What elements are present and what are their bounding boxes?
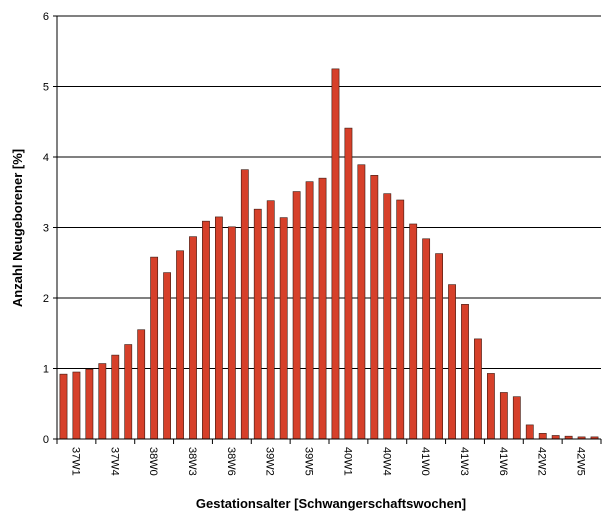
grid-lines [57,15,601,369]
x-tick-label: 42W2 [536,447,548,476]
bar-42W3 [551,435,560,440]
bar-39W6 [318,177,327,440]
bar-40W4 [383,193,392,440]
bar-41W5 [486,373,495,440]
bar-39W2 [266,200,275,440]
x-tick-label: 39W2 [264,447,276,476]
x-tick-label: 37W4 [108,447,120,476]
bar-40W2 [357,164,366,440]
x-tick-label: 38W0 [147,447,159,476]
y-tick-label: 6 [43,11,49,23]
bar-39W3 [279,217,288,440]
y-tick-label: 3 [43,223,49,235]
bar-37W2 [85,368,94,440]
bar-41W6 [499,392,508,440]
bar-41W4 [474,338,482,440]
bar-37W3 [98,363,107,440]
x-axis-title: Gestationsalter [Schwangerschaftswochen] [196,496,466,511]
bar-41W3 [461,304,469,440]
bar-38W3 [189,236,197,440]
bar-38W2 [176,250,184,440]
y-tick-label: 1 [43,364,49,376]
bar-38W4 [202,220,210,440]
y-tick-label: 2 [43,293,49,305]
bar-38W1 [163,272,171,440]
bar-40W5 [396,199,405,440]
bar-37W5 [124,344,133,440]
bar-40W3 [370,175,379,440]
bar-37W0 [59,373,68,440]
bar-38W0 [150,256,159,440]
x-tick-label: 41W6 [497,447,509,476]
x-tick-label: 40W4 [380,447,392,476]
bar-42W0 [512,396,521,440]
x-tick-label: 40W1 [341,447,353,476]
bar-38W6 [227,226,236,440]
x-tick-label: 42W5 [575,447,587,476]
bar-40W0 [331,68,340,440]
bar-39W5 [305,181,314,440]
y-axis-ticks: 0 1 2 3 4 5 6 [43,11,57,446]
bar-39W0 [240,169,249,440]
bar-37W1 [72,371,81,440]
bar-37W6 [137,329,146,440]
y-tick-label: 5 [43,82,49,94]
x-tick-label: 38W3 [186,447,198,476]
bar-42W1 [525,424,534,440]
bar-38W5 [215,216,223,440]
x-axis-ticks: 37W1 37W4 38W0 38W3 38W6 39W2 39W5 40W1 40W4 41W0… [56,439,602,476]
bar-42W2 [538,433,547,440]
y-tick-label: 4 [43,152,49,164]
y-axis-title: Anzahl Neugeborener [%] [10,149,25,307]
x-tick-label: 37W1 [69,447,81,476]
bar-40W6 [409,223,418,440]
x-tick-label: 41W3 [458,447,470,476]
x-tick-label: 38W6 [225,447,237,476]
bar-39W1 [253,208,262,440]
bar-41W0 [422,238,431,440]
bar-37W4 [111,354,120,440]
bar-41W1 [435,253,443,440]
bar-40W1 [344,127,353,440]
bar-39W4 [292,191,301,440]
bar-series [59,68,599,440]
x-tick-label: 41W0 [419,447,431,476]
x-tick-label: 39W5 [303,447,315,476]
y-tick-label: 0 [43,434,49,446]
bar-41W2 [448,284,456,440]
